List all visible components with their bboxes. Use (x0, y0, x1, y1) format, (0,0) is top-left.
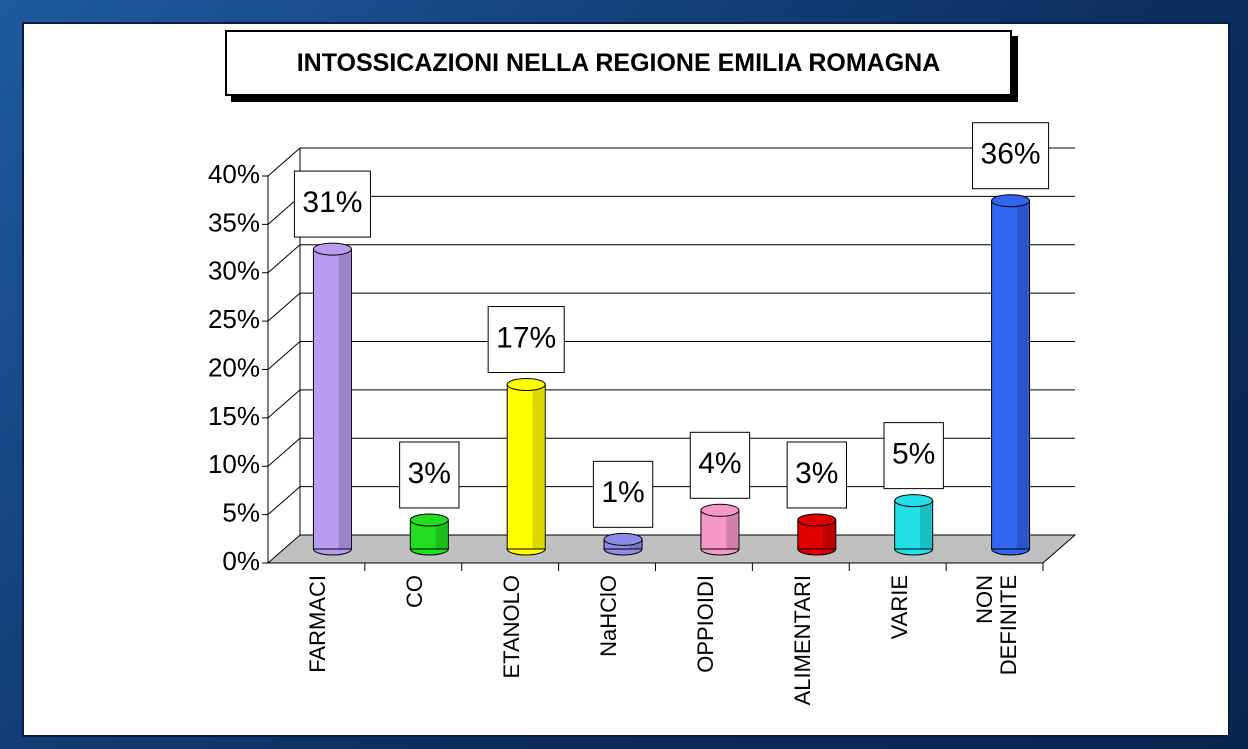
x-tick-label: NON DEFINITE (971, 575, 1021, 676)
x-tick-label: NaHClO (596, 575, 622, 657)
x-tick-label: OPPIOIDI (692, 575, 718, 673)
bar-shade (920, 500, 932, 549)
bar (506, 384, 546, 550)
bar-top (991, 194, 1031, 208)
x-tick-label: FARMACI (305, 575, 331, 673)
value-label-box (786, 441, 847, 509)
grid-line (267, 195, 1075, 225)
y-tick-label: 10% (208, 449, 260, 479)
value-label: 1% (601, 476, 644, 509)
bar-top (894, 494, 934, 508)
value-label: 31% (302, 186, 362, 219)
value-label-box (487, 306, 565, 374)
y-tick-label: 20% (208, 352, 260, 382)
bar (894, 500, 934, 550)
grid-line (267, 244, 1075, 274)
value-label-box (689, 431, 751, 499)
y-tick-label: 30% (208, 256, 260, 286)
grid-line (267, 389, 1075, 419)
chart-title: INTOSSICAZIONI NELLA REGIONE EMILIA ROMA… (225, 30, 1012, 96)
y-tick-label: 0% (222, 546, 260, 576)
x-tick-label: VARIE (886, 575, 912, 640)
y-tick-label: 15% (208, 401, 260, 431)
x-tick-label: ETANOLO (499, 575, 525, 679)
value-label-box (399, 441, 460, 509)
value-label: 17% (496, 321, 556, 354)
value-label: 3% (795, 457, 838, 490)
value-label: 3% (408, 457, 451, 490)
bar-top (603, 532, 643, 546)
y-tick-label: 35% (208, 207, 260, 237)
x-tick-label: CO (402, 575, 428, 608)
bar-shade (1016, 200, 1029, 549)
bar-shade (338, 249, 351, 549)
grid-line (267, 292, 1075, 322)
bar-shade (823, 519, 835, 549)
value-label-box (972, 122, 1050, 190)
value-label-box (883, 422, 944, 490)
grid-line (267, 437, 1075, 467)
bar-top (312, 242, 352, 256)
grid-line (267, 486, 1075, 516)
bar-shade (532, 384, 545, 549)
bar-shade (435, 519, 448, 549)
y-tick-label: 25% (208, 304, 260, 334)
grid-line (267, 341, 1075, 370)
value-label: 4% (698, 447, 741, 480)
bar-top (797, 513, 837, 527)
y-tick-label: 40% (208, 159, 260, 189)
floor (266, 534, 1077, 564)
value-label: 36% (981, 138, 1041, 171)
bar-top (700, 503, 740, 517)
bar-top (409, 513, 449, 527)
grid-line (267, 147, 1075, 177)
bar (991, 200, 1031, 550)
x-tick-label: ALIMENTARI (789, 575, 815, 706)
y-tick-label: 5% (222, 498, 260, 528)
value-label-box (592, 460, 654, 528)
bar-shade (726, 510, 738, 549)
value-label: 5% (892, 438, 935, 471)
value-label-box (293, 170, 371, 238)
bar-top (506, 378, 546, 392)
